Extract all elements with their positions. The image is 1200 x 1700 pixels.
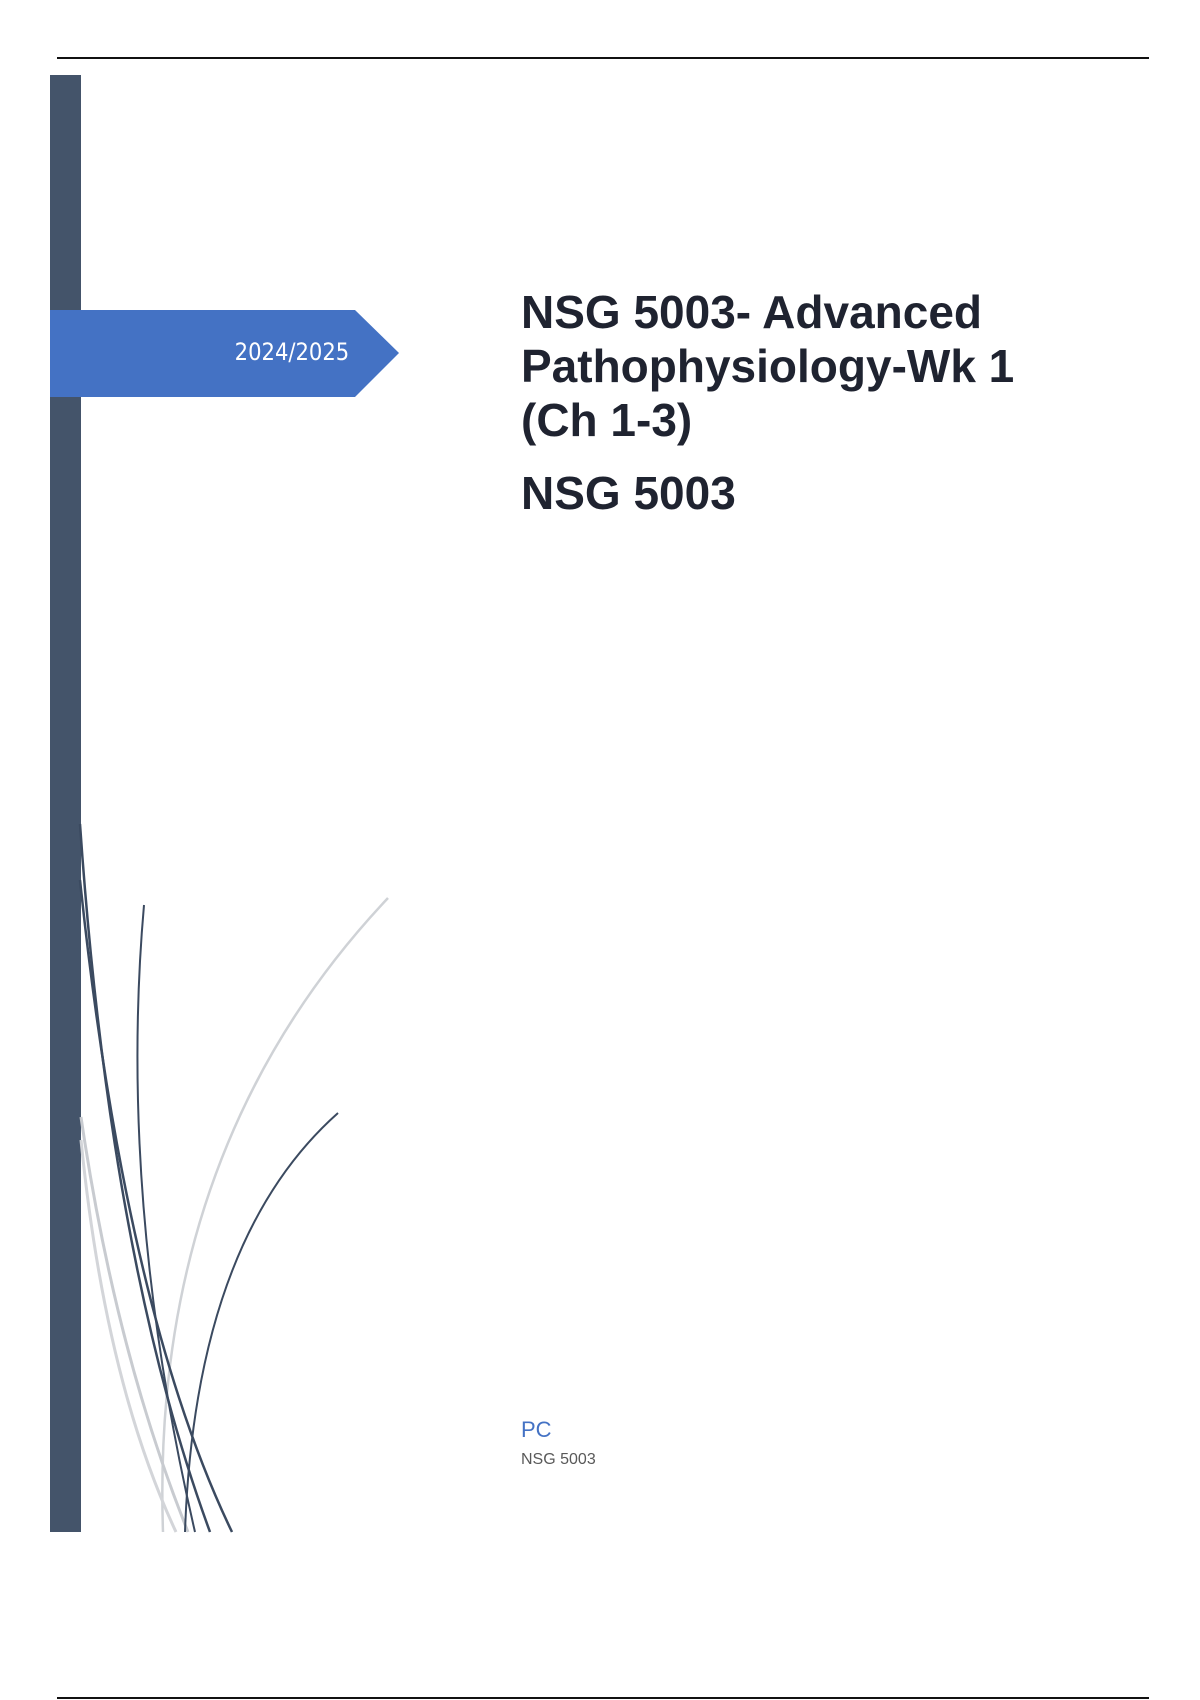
- title-line: Pathophysiology-Wk 1: [521, 340, 1015, 392]
- curve-dark: [78, 823, 212, 1533]
- year-label: 2024/2025: [234, 338, 349, 366]
- top-rule: [57, 57, 1149, 59]
- course-code: NSG 5003: [521, 1451, 596, 1468]
- bottom-rule: [57, 1697, 1149, 1699]
- document-title: NSG 5003- Advanced Pathophysiology-Wk 1 …: [521, 285, 1014, 447]
- curve-light: [161, 897, 389, 1533]
- title-line: (Ch 1-3): [521, 394, 693, 446]
- curve-dark: [184, 1112, 339, 1533]
- title-line: NSG 5003- Advanced: [521, 286, 983, 338]
- curve-light: [79, 1116, 190, 1533]
- curve-light: [79, 1139, 178, 1533]
- year-banner: [50, 310, 399, 397]
- document-subtitle: NSG 5003: [521, 467, 736, 519]
- curve-dark: [136, 904, 196, 1533]
- author-name: PC: [521, 1417, 552, 1442]
- curve-dark: [78, 879, 234, 1533]
